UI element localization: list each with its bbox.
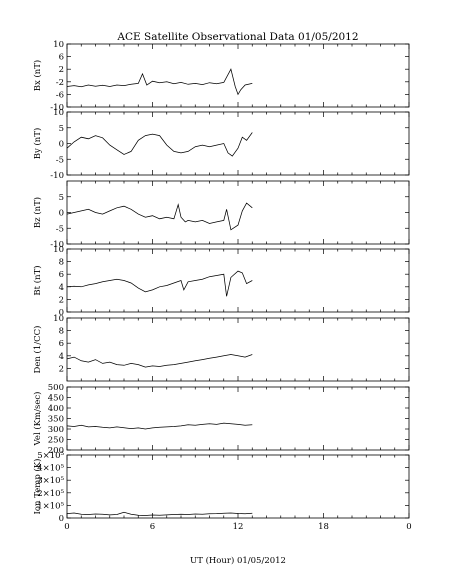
- panel-by: -10 -5 0 5 10 By (nT): [32, 108, 410, 181]
- y-tick-label: -10: [50, 171, 64, 181]
- y-tick-label: 450: [48, 394, 64, 404]
- panel-bz: -10 -5 0 5 Bz (nT): [32, 180, 410, 250]
- y-axis-label: Den (1/CC): [32, 326, 43, 374]
- y-tick-label: 2×10⁵: [37, 489, 64, 499]
- series-line-temp: [66, 511, 253, 516]
- y-tick-label: -10: [50, 103, 64, 113]
- y-tick-label: 350: [48, 415, 64, 425]
- y-tick-label: 10: [53, 40, 64, 50]
- y-axis-label: Bt (nT): [32, 265, 43, 295]
- panel-frame: [66, 386, 410, 451]
- y-tick-label: 5: [59, 124, 64, 134]
- y-tick-label: 0: [59, 209, 64, 219]
- y-tick-label: 0: [59, 140, 64, 150]
- y-tick-label: 10: [53, 245, 64, 255]
- series-line-den: [66, 354, 253, 368]
- y-tick-label: 6: [59, 339, 64, 349]
- y-tick-label: 5×10⁵: [37, 451, 64, 461]
- series-line-bx: [66, 68, 253, 96]
- panel-frame: [66, 317, 410, 382]
- y-tick-label: 0: [59, 308, 64, 318]
- y-tick-label: -5: [56, 224, 64, 234]
- y-tick-label: 1×10⁵: [37, 501, 64, 511]
- y-tick-label: 0: [59, 514, 64, 524]
- y-tick-label: 2: [59, 295, 64, 305]
- x-axis-label: UT (Hour) 01/05/2012: [190, 555, 286, 566]
- y-axis-label: Vel (Km/sec): [32, 392, 43, 447]
- y-tick-label: 8: [59, 258, 64, 268]
- y-axis-label: Ion Temp (K): [32, 459, 43, 515]
- y-tick-label: 10: [53, 314, 64, 324]
- panel-bx: -10 -6 -2 2 6 10 Bx (nT): [32, 40, 410, 113]
- y-tick-label: 8: [59, 327, 64, 337]
- panel-den: 2 4 6 8 10 Den (1/CC): [32, 314, 410, 382]
- y-axis-label: Bx (nT): [32, 60, 43, 92]
- y-tick-label: 10: [53, 108, 64, 118]
- y-tick-label: 6: [59, 270, 64, 280]
- chart-title: ACE Satellite Observational Data 01/05/2…: [116, 31, 358, 43]
- y-tick-label: 500: [48, 383, 64, 393]
- x-tick-label: 0: [406, 522, 411, 532]
- y-tick-label: -6: [56, 90, 64, 100]
- y-tick-label: -2: [56, 78, 64, 88]
- y-tick-label: 400: [48, 404, 64, 414]
- y-tick-label: 4×10⁵: [37, 464, 64, 474]
- y-tick-label: 2: [59, 364, 64, 374]
- panels: -10 -6 -2 2 6 10 Bx (nT) -10 -5 0 5 10 By (nT) -10 -5 0…: [32, 40, 410, 524]
- series-line-by: [66, 132, 253, 157]
- y-tick-label: 4: [59, 283, 64, 293]
- y-tick-label: 300: [48, 425, 64, 435]
- x-tick-label: 0: [64, 522, 69, 532]
- panel-frame: [66, 43, 410, 108]
- panel-frame: [66, 180, 410, 245]
- y-tick-label: 5: [59, 193, 64, 203]
- y-tick-label: 250: [48, 436, 64, 446]
- y-axis-label: By (nT): [32, 128, 43, 160]
- y-tick-label: 6: [59, 53, 64, 63]
- x-tick-label: 18: [318, 522, 329, 532]
- y-tick-label: 200: [48, 446, 64, 456]
- y-tick-label: 4: [59, 352, 64, 362]
- x-tick-label: 12: [233, 522, 244, 532]
- y-axis-label: Bz (nT): [32, 197, 43, 228]
- y-tick-label: -10: [50, 240, 64, 250]
- y-tick-label: 3×10⁵: [37, 476, 64, 486]
- panel-frame: [66, 454, 410, 519]
- series-line-bz: [66, 202, 253, 231]
- panel-frame: [66, 111, 410, 176]
- series-line-bt: [66, 270, 253, 297]
- panel-frame: [66, 248, 410, 313]
- y-tick-label: 2: [59, 65, 64, 75]
- x-axis: 0 6 12 18 0: [64, 522, 411, 532]
- x-tick-label: 6: [150, 522, 155, 532]
- series-line-vel: [66, 422, 253, 430]
- panel-bt: 0 2 4 6 8 10 Bt (nT): [32, 245, 410, 318]
- y-tick-label: -5: [56, 155, 64, 165]
